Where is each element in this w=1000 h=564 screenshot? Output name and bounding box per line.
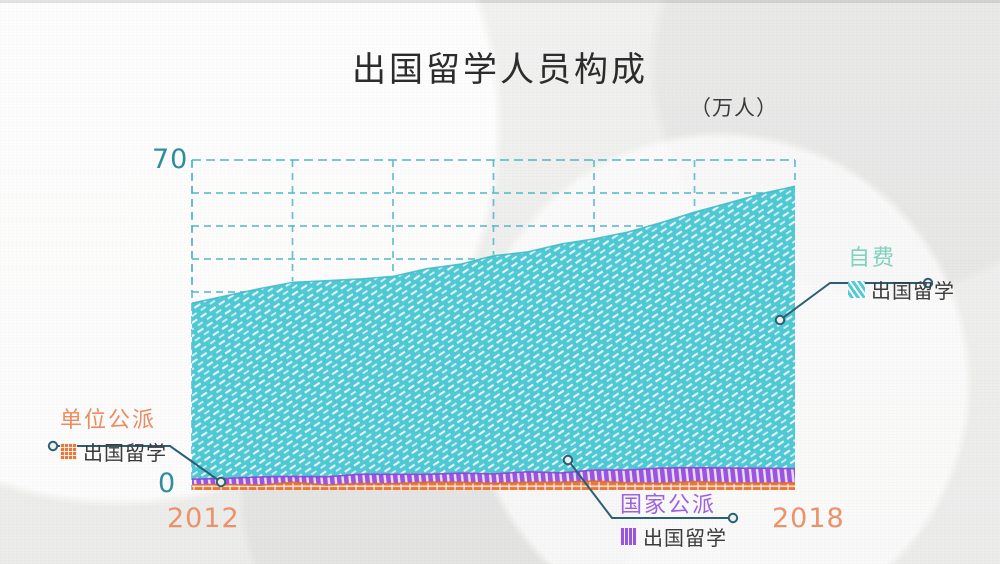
unit-label: （万人） <box>690 96 778 120</box>
y-axis-zero-label: 0 <box>158 468 176 499</box>
legend-employer-sponsored[interactable]: 单位公派 出国留学 <box>60 410 167 466</box>
callout-leader-lines <box>47 277 934 524</box>
legend-self-funded-line2: 出国留学 <box>871 279 955 303</box>
legend-state-sponsored[interactable]: 国家公派 出国留学 <box>620 495 727 551</box>
top-edge-strip <box>0 0 1000 3</box>
legend-employer-sponsored-line1: 单位公派 <box>60 408 157 433</box>
page-title: 出国留学人员构成 <box>352 50 648 90</box>
x-axis-label-first: 2012 <box>167 503 240 534</box>
legend-state-sponsored-line1: 国家公派 <box>620 493 717 518</box>
purple-swatch-icon <box>620 528 637 545</box>
legend-self-funded[interactable]: 自费 出国留学 <box>848 248 955 304</box>
legend-self-funded-line1: 自费 <box>848 246 897 271</box>
y-axis-max-label: 70 <box>152 144 189 175</box>
teal-swatch-icon <box>848 281 865 298</box>
legend-state-sponsored-line2: 出国留学 <box>643 526 727 550</box>
legend-employer-sponsored-line2: 出国留学 <box>83 441 167 465</box>
x-axis-label-last: 2018 <box>772 503 845 534</box>
orange-swatch-icon <box>60 443 77 460</box>
